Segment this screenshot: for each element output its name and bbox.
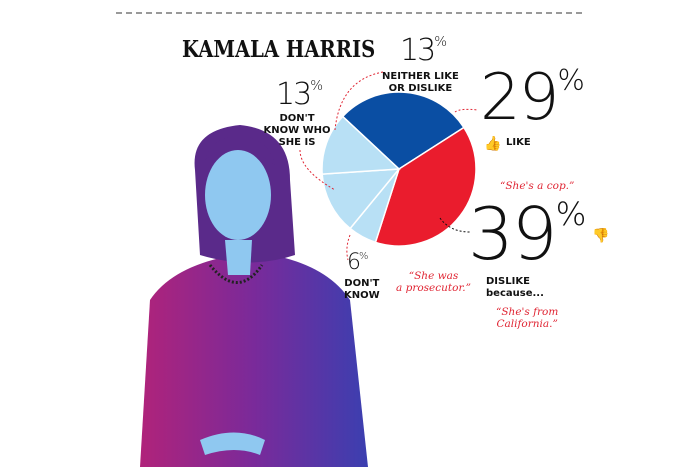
like-value: 29% — [480, 61, 585, 135]
neither-value: 13% — [400, 33, 448, 68]
pie-chart — [321, 91, 477, 247]
page-title: KAMALA HARRIS — [182, 36, 376, 63]
thumbs-up-icon: 👍 — [484, 135, 502, 151]
like-label: LIKE — [506, 137, 531, 148]
thumbs-down-icon: 👎 — [592, 227, 610, 243]
dashed-divider — [116, 12, 582, 14]
pie-slice-neither-like-or-dislike — [321, 115, 401, 175]
leader-lines — [299, 71, 479, 261]
dislike-label: DISLIKE because... — [486, 276, 544, 299]
dk-value: 6% — [347, 250, 369, 275]
quote-california: “She's from California.” — [496, 306, 559, 330]
pie-slice-like — [341, 91, 465, 170]
quote-prosecutor: “She was a prosecutor.” — [396, 270, 472, 294]
pie-slice-don-t-know-who-she-is — [321, 168, 401, 230]
dkwho-value: 13% — [276, 77, 324, 112]
dk-label: DON'T KNOW — [344, 278, 380, 301]
portrait-photo — [140, 125, 368, 467]
neither-label: NEITHER LIKE OR DISLIKE — [382, 71, 459, 94]
dkwho-label: DON'T KNOW WHO SHE IS — [263, 113, 331, 148]
dislike-value: 39% — [468, 192, 587, 276]
quote-cop: “She's a cop.” — [500, 180, 575, 192]
pie-slice-dislike — [374, 126, 477, 247]
